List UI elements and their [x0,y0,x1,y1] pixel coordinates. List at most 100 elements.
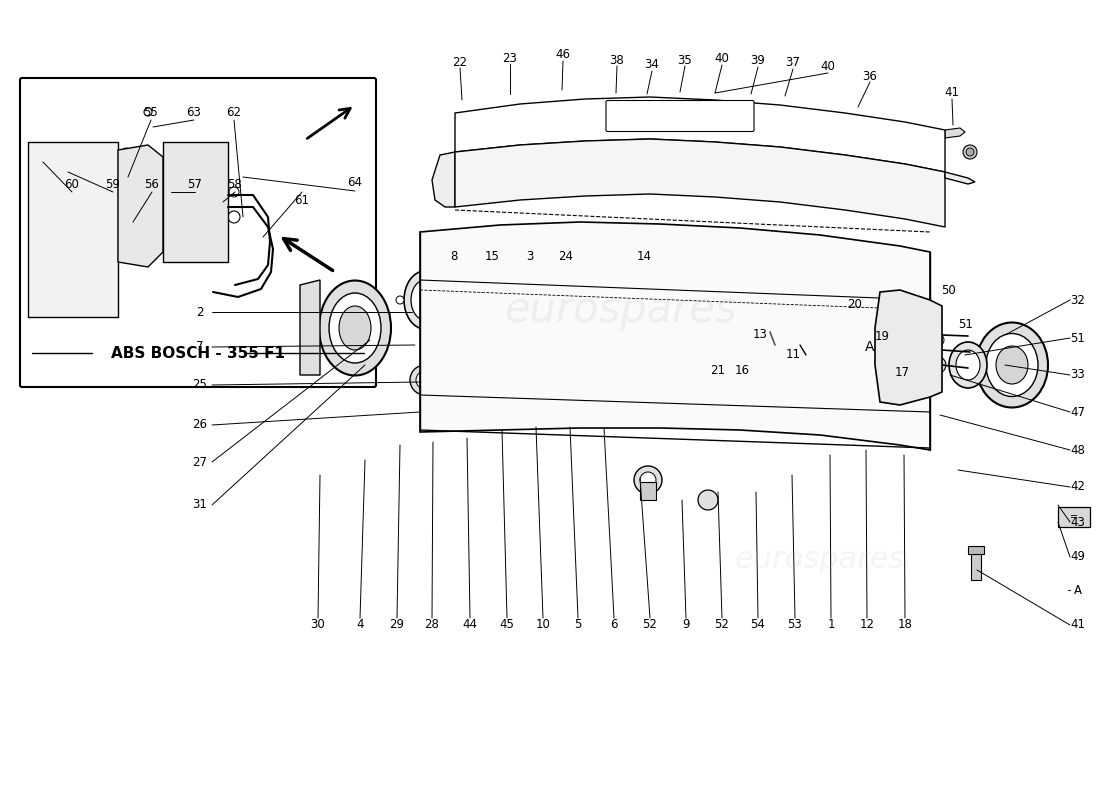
Ellipse shape [712,310,733,322]
Ellipse shape [770,371,790,382]
Circle shape [122,253,130,261]
Circle shape [894,377,902,385]
Text: 7: 7 [196,341,204,354]
Text: 2: 2 [196,306,204,318]
Circle shape [63,152,82,172]
Text: 17: 17 [894,366,910,378]
Ellipse shape [532,357,564,375]
Circle shape [229,187,239,197]
Ellipse shape [949,342,987,388]
Circle shape [640,472,656,488]
Ellipse shape [538,361,558,371]
FancyBboxPatch shape [20,78,376,387]
Ellipse shape [820,326,840,338]
Text: 42: 42 [1070,481,1086,494]
Text: 52: 52 [642,618,658,630]
Circle shape [894,309,902,317]
Circle shape [820,183,830,193]
Ellipse shape [410,365,440,395]
Text: 3: 3 [526,250,534,263]
Text: 22: 22 [452,55,468,69]
Polygon shape [874,290,942,405]
Circle shape [421,264,429,272]
Text: 28: 28 [425,618,439,630]
Ellipse shape [590,356,621,374]
Text: 21: 21 [711,363,726,377]
Ellipse shape [595,303,617,317]
Circle shape [634,466,662,494]
Circle shape [659,112,671,124]
Circle shape [495,177,505,187]
Text: 48: 48 [1070,443,1086,457]
Polygon shape [455,97,945,172]
Text: 15: 15 [485,250,499,263]
Text: 41: 41 [945,86,959,99]
Circle shape [899,137,911,149]
Ellipse shape [986,334,1038,397]
Circle shape [966,148,974,156]
Ellipse shape [588,299,624,321]
Text: 51: 51 [958,318,974,331]
Text: 18: 18 [898,618,912,630]
Ellipse shape [339,306,371,350]
Polygon shape [945,172,975,184]
Circle shape [36,150,44,158]
Circle shape [870,190,880,200]
Text: 40: 40 [821,61,835,74]
Text: 34: 34 [645,58,659,71]
Circle shape [930,357,946,373]
Circle shape [838,309,846,317]
Ellipse shape [812,321,848,343]
Polygon shape [945,128,965,138]
Polygon shape [455,139,945,227]
Circle shape [594,115,606,127]
Ellipse shape [704,305,740,327]
Text: ABS BOSCH - 355 F1: ABS BOSCH - 355 F1 [111,346,285,361]
Circle shape [421,328,429,336]
Text: 9: 9 [682,618,690,630]
Text: FERRARI: FERRARI [659,111,701,121]
Text: 23: 23 [503,51,517,65]
Ellipse shape [762,312,798,334]
Text: 11: 11 [785,349,801,362]
Text: 13: 13 [752,327,768,341]
Circle shape [396,296,404,304]
Text: 36: 36 [862,70,878,82]
Text: 26: 26 [192,418,208,431]
Text: 53: 53 [788,618,802,630]
Text: 40: 40 [715,53,729,66]
Ellipse shape [474,359,506,377]
Ellipse shape [821,380,839,390]
Polygon shape [968,546,984,554]
Text: A: A [1074,583,1082,597]
Circle shape [45,194,101,250]
Circle shape [932,334,944,346]
Text: 35: 35 [678,54,692,66]
Text: 27: 27 [192,455,208,469]
Polygon shape [432,152,455,207]
Circle shape [102,301,110,309]
Text: eurospares: eurospares [504,289,736,331]
Polygon shape [420,222,930,450]
Circle shape [724,115,736,127]
Text: 5: 5 [574,618,582,630]
Circle shape [228,211,240,223]
Text: 46: 46 [556,49,571,62]
Text: A: A [866,340,874,354]
Ellipse shape [646,301,682,323]
Text: 38: 38 [609,54,625,66]
Text: 25: 25 [192,378,208,391]
Polygon shape [163,142,228,262]
Circle shape [760,177,770,187]
Text: 59: 59 [106,178,120,190]
Circle shape [125,194,147,216]
Text: 20: 20 [848,298,862,311]
Text: =: = [1070,512,1078,522]
Text: 47: 47 [1070,406,1086,418]
Ellipse shape [769,316,791,330]
Ellipse shape [537,304,559,318]
Circle shape [118,187,154,223]
Text: 64: 64 [348,177,363,190]
Circle shape [698,490,718,510]
Text: 62: 62 [227,106,242,118]
